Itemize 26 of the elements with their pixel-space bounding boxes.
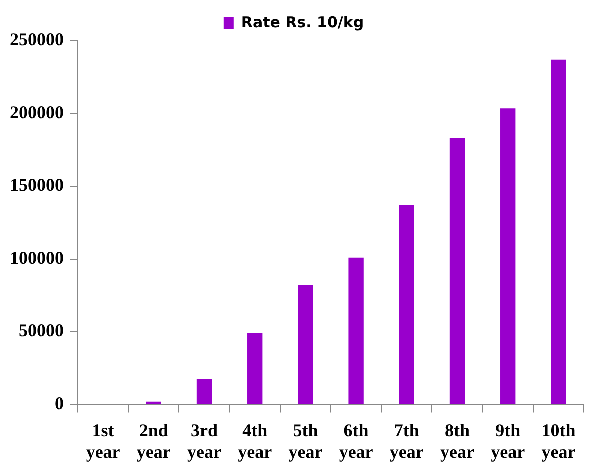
y-tick-label: 200000: [10, 102, 64, 122]
x-tick-label: 2nd year: [136, 420, 171, 462]
x-tick-label: 8th year: [440, 420, 474, 462]
bar: [399, 205, 414, 404]
x-tick-label: 10th year: [542, 420, 576, 462]
x-tick-label: 6th year: [339, 420, 374, 462]
bar: [196, 379, 212, 404]
bar: [500, 108, 516, 404]
x-tick-label: 9th year: [491, 420, 526, 462]
legend-label: Rate Rs. 10/kg: [241, 13, 364, 32]
y-tick-label: 150000: [10, 175, 64, 196]
x-tick-label: 7th year: [390, 420, 424, 462]
y-tick-label: 250000: [10, 30, 64, 50]
x-tick-label: 5th year: [288, 420, 323, 462]
bar: [298, 285, 314, 404]
y-tick-label: 50000: [19, 320, 64, 341]
y-tick-label: 0: [55, 393, 64, 414]
bar: [248, 333, 263, 404]
bar: [551, 60, 566, 404]
x-tick-label: 4th year: [238, 420, 272, 462]
x-tick-label: 1st year: [86, 420, 120, 462]
x-tick-label: 3rd year: [188, 420, 222, 462]
bar: [348, 258, 364, 404]
bar: [450, 138, 466, 404]
bar: [146, 402, 162, 404]
y-tick-label: 100000: [10, 248, 64, 268]
